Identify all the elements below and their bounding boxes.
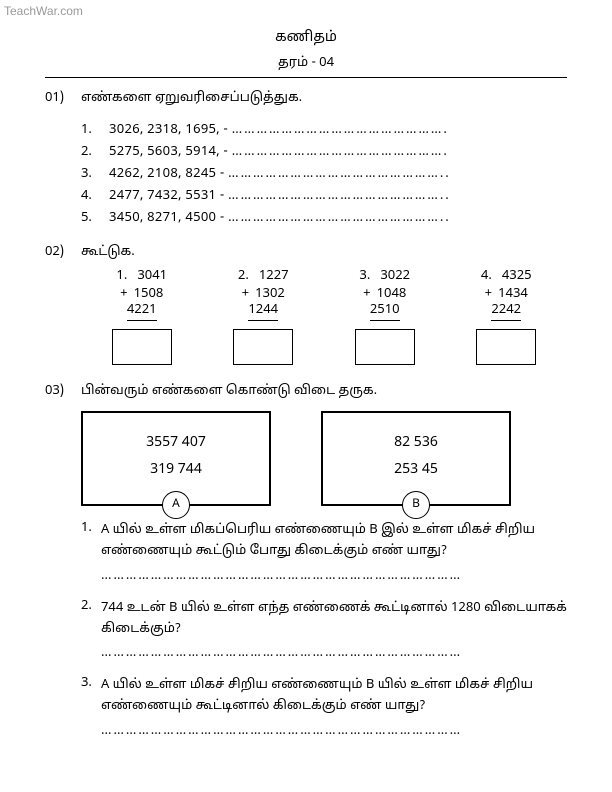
addend: 2242 <box>491 302 521 318</box>
plus-sign: + <box>242 286 249 302</box>
item-num: 1. <box>81 122 109 138</box>
q1-item: 4. 2477, 7432, 5531 - …………………………………………….… <box>81 188 567 204</box>
q1-number: 01) <box>45 90 81 106</box>
addend: 3041 <box>137 268 167 284</box>
item-text: 3026, 2318, 1695, - ……………………………………………. <box>109 122 567 138</box>
answer-line[interactable]: …………………………………………………………………………… <box>101 723 567 739</box>
sub-num: 3. <box>81 675 101 717</box>
sub-text: 744 உடன் B யில் உள்ள எந்த எண்ணைக் கூட்டி… <box>101 598 567 640</box>
plus-sign: + <box>485 286 492 302</box>
addend: 1048 <box>377 286 407 302</box>
box-label-b: B <box>402 491 430 519</box>
answer-box[interactable] <box>233 329 293 365</box>
box-line: 3557 407 <box>101 431 251 458</box>
box-b-wrap: 82 536 253 45 B <box>321 411 511 506</box>
watermark: TeachWar.com <box>4 4 83 18</box>
header-rule <box>45 77 567 78</box>
q3-sub: 1. A யில் உள்ள மிகப்பெரிய எண்ணையும் B இல… <box>81 520 567 562</box>
q2-text: கூட்டுக. <box>81 244 567 260</box>
answer-line[interactable]: …………………………………………………………………………… <box>101 645 567 661</box>
col-label: 2. <box>238 268 249 284</box>
question-2: 02) கூட்டுக. 1. 3041 +1508 4221 2. 1227 +1… <box>45 244 567 365</box>
addend: 1434 <box>498 286 528 302</box>
sub-text: A யில் உள்ள மிகப்பெரிய எண்ணையும் B இல் உ… <box>101 520 567 562</box>
addition-col: 1. 3041 +1508 4221 <box>87 268 197 365</box>
q3-sub: 3. A யில் உள்ள மிகச் சிறிய எண்ணையும் B ய… <box>81 675 567 717</box>
q3-text: பின்வரும் எண்களை கொண்டு விடை தருக. <box>81 383 567 399</box>
q1-item: 5. 3450, 8271, 4500 - …………………………………………….… <box>81 210 567 226</box>
item-num: 2. <box>81 144 109 160</box>
q1-item: 3. 4262, 2108, 8245 - …………………………………………….… <box>81 166 567 182</box>
answer-box[interactable] <box>476 329 536 365</box>
sub-text: A யில் உள்ள மிகச் சிறிய எண்ணையும் B யில்… <box>101 675 567 717</box>
page: கணிதம் தரம் - 04 01) எண்களை ஏறுவரிசைப்பட… <box>0 0 612 777</box>
box-line: 319 744 <box>101 458 251 485</box>
q1-item: 1. 3026, 2318, 1695, - ……………………………………………… <box>81 122 567 138</box>
addition-row: 1. 3041 +1508 4221 2. 1227 +1302 1244 3. 30… <box>81 268 567 365</box>
q3-sub: 2. 744 உடன் B யில் உள்ள எந்த எண்ணைக் கூட… <box>81 598 567 640</box>
question-1: 01) எண்களை ஏறுவரிசைப்படுத்துக. 1. 3026, … <box>45 90 567 226</box>
box-a-wrap: 3557 407 319 744 A <box>81 411 271 506</box>
item-num: 4. <box>81 188 109 204</box>
q1-item: 2. 5275, 5603, 5914, - ……………………………………………… <box>81 144 567 160</box>
addend: 4325 <box>502 268 532 284</box>
addend: 1227 <box>259 268 289 284</box>
sub-num: 1. <box>81 520 101 562</box>
answer-box[interactable] <box>355 329 415 365</box>
addition-col: 2. 1227 +1302 1244 <box>208 268 318 365</box>
addend: 2510 <box>370 302 400 318</box>
item-text: 4262, 2108, 8245 - …………………………………………….. <box>109 166 567 182</box>
question-3: 03) பின்வரும் எண்களை கொண்டு விடை தருக. 3… <box>45 383 567 739</box>
item-num: 5. <box>81 210 109 226</box>
item-text: 3450, 8271, 4500 - …………………………………………….. <box>109 210 567 226</box>
number-boxes-row: 3557 407 319 744 A 82 536 253 45 B <box>81 411 567 506</box>
q2-number: 02) <box>45 244 81 260</box>
header: கணிதம் தரம் - 04 <box>45 30 567 71</box>
col-label: 4. <box>481 268 492 284</box>
box-line: 82 536 <box>341 431 491 458</box>
plus-sign: + <box>120 286 127 302</box>
item-num: 3. <box>81 166 109 182</box>
addend: 1302 <box>255 286 285 302</box>
q3-number: 03) <box>45 383 81 399</box>
addition-col: 4. 4325 +1434 2242 <box>451 268 561 365</box>
q1-text: எண்களை ஏறுவரிசைப்படுத்துக. <box>81 90 567 106</box>
box-line: 253 45 <box>341 458 491 485</box>
addition-col: 3. 3022 +1048 2510 <box>330 268 440 365</box>
item-text: 2477, 7432, 5531 - …………………………………………….. <box>109 188 567 204</box>
addend: 1508 <box>134 286 164 302</box>
subject-title: கணிதம் <box>45 30 567 47</box>
col-label: 1. <box>116 268 127 284</box>
grade-level: தரம் - 04 <box>45 55 567 71</box>
addend: 3022 <box>380 268 410 284</box>
addend: 4221 <box>127 302 157 318</box>
answer-box[interactable] <box>112 329 172 365</box>
plus-sign: + <box>363 286 370 302</box>
addend: 1244 <box>248 302 278 318</box>
sub-num: 2. <box>81 598 101 640</box>
col-label: 3. <box>359 268 370 284</box>
item-text: 5275, 5603, 5914, - ……………………………………………. <box>109 144 567 160</box>
answer-line[interactable]: …………………………………………………………………………… <box>101 568 567 584</box>
box-label-a: A <box>162 491 190 519</box>
